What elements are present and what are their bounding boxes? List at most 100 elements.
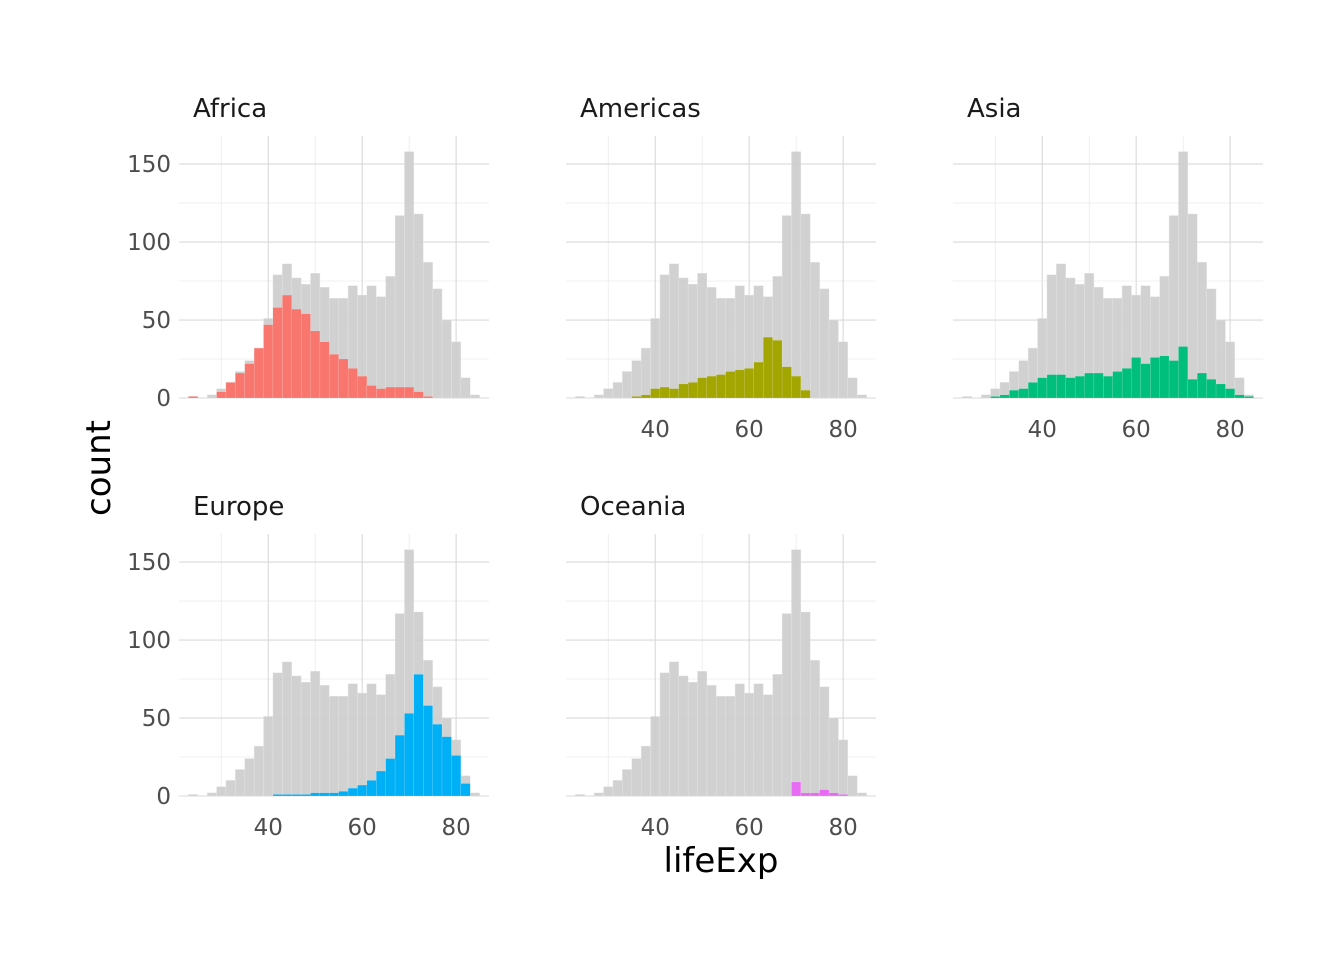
x-tick-label: 60 — [735, 417, 764, 443]
histogram-bar — [310, 792, 321, 797]
histogram-bar — [1103, 376, 1113, 399]
histogram-bar — [1159, 355, 1170, 399]
histogram-bar — [282, 294, 292, 399]
histogram-bar — [1225, 388, 1235, 399]
background-bar — [800, 213, 811, 399]
histogram-bar — [347, 368, 358, 399]
x-tick-label: 40 — [1028, 417, 1057, 443]
histogram-bar — [1215, 383, 1226, 399]
histogram-bar — [272, 307, 283, 399]
histogram-bar — [716, 374, 726, 399]
histogram-bar — [291, 794, 302, 797]
background-bar — [781, 613, 792, 797]
histogram-bar — [291, 308, 302, 399]
histogram-bar — [650, 388, 661, 399]
background-bar — [697, 671, 708, 797]
histogram-bar — [413, 391, 424, 399]
background-bar — [357, 692, 368, 797]
y-tick-label: 50 — [142, 706, 171, 732]
background-bar — [603, 388, 614, 399]
histogram-bar — [460, 783, 471, 797]
background-bar — [669, 263, 679, 399]
background-bar — [810, 262, 820, 399]
background-bar — [423, 262, 433, 399]
background-bar — [631, 360, 642, 399]
background-bar — [310, 671, 321, 797]
histogram-bar — [744, 368, 755, 399]
background-bar — [593, 394, 604, 399]
histogram-bar — [272, 794, 283, 797]
histogram-bar — [423, 705, 433, 797]
histogram-bar — [216, 391, 227, 399]
y-axis-title: count — [79, 420, 119, 516]
histogram-bar — [800, 390, 811, 399]
histogram-bar — [1140, 363, 1151, 399]
background-bar — [650, 318, 661, 399]
histogram-bar — [319, 792, 330, 797]
histogram-bar — [1168, 360, 1179, 399]
background-bar — [263, 716, 274, 797]
histogram-bar — [828, 792, 839, 797]
x-tick-label: 80 — [441, 815, 470, 841]
background-bar — [857, 394, 867, 399]
facet-panel-europe: Europe 0 50 100 150 40 60 80 — [127, 492, 489, 841]
panel-title: Europe — [193, 492, 284, 522]
histogram-bar — [404, 386, 414, 399]
histogram-bar — [753, 361, 764, 399]
x-tick-label: 80 — [828, 815, 857, 841]
histogram-bar — [404, 713, 414, 797]
background-bar — [857, 792, 867, 797]
histogram-bar — [423, 396, 433, 399]
histogram-bar — [810, 792, 820, 797]
background-bar — [188, 794, 198, 797]
histogram-bar — [1028, 382, 1038, 399]
histogram-bar — [394, 386, 405, 399]
background-bar — [640, 745, 651, 797]
y-tick-label: 150 — [127, 550, 171, 576]
background-bar — [962, 396, 972, 399]
x-tick-label: 40 — [641, 417, 670, 443]
panel-title: Americas — [580, 94, 701, 124]
background-bar — [828, 717, 839, 797]
histogram-bar — [838, 794, 848, 797]
histogram-bar — [310, 330, 321, 399]
background-bar — [235, 769, 245, 797]
background-bar — [838, 739, 849, 797]
histogram-bar — [725, 371, 736, 399]
background-bar — [451, 341, 462, 399]
histogram-bar — [763, 337, 773, 399]
background-bar — [828, 319, 839, 399]
background-bar — [376, 296, 386, 399]
histogram-bar — [659, 386, 670, 399]
histogram-bar — [1234, 394, 1245, 399]
y-tick-label: 0 — [156, 386, 171, 412]
histogram-bar — [1197, 372, 1207, 399]
x-tick-label: 60 — [348, 815, 377, 841]
x-tick-label: 60 — [735, 815, 764, 841]
background-bar — [441, 319, 452, 399]
background-bar — [687, 681, 698, 797]
y-tick-label: 100 — [127, 230, 171, 256]
background-bar — [593, 792, 604, 797]
background-bar — [575, 396, 585, 399]
background-bar — [847, 775, 858, 797]
background-bar — [612, 382, 623, 399]
histogram-bar — [300, 313, 311, 399]
background-bar — [385, 276, 396, 399]
background-bar — [678, 277, 689, 399]
background-bar — [272, 672, 283, 797]
background-bar — [678, 675, 689, 797]
x-tick-label: 80 — [1215, 417, 1244, 443]
facet-panel-americas: Americas 40 60 80 — [566, 94, 876, 443]
background-bar — [763, 694, 773, 797]
histogram-bar — [366, 780, 377, 797]
histogram-bar — [999, 394, 1010, 399]
histogram-bar — [1150, 357, 1160, 399]
histogram-bar — [338, 791, 349, 797]
background-bar — [622, 769, 632, 797]
background-bar — [575, 794, 585, 797]
x-tick-label: 40 — [254, 815, 283, 841]
background-bar — [329, 695, 339, 797]
